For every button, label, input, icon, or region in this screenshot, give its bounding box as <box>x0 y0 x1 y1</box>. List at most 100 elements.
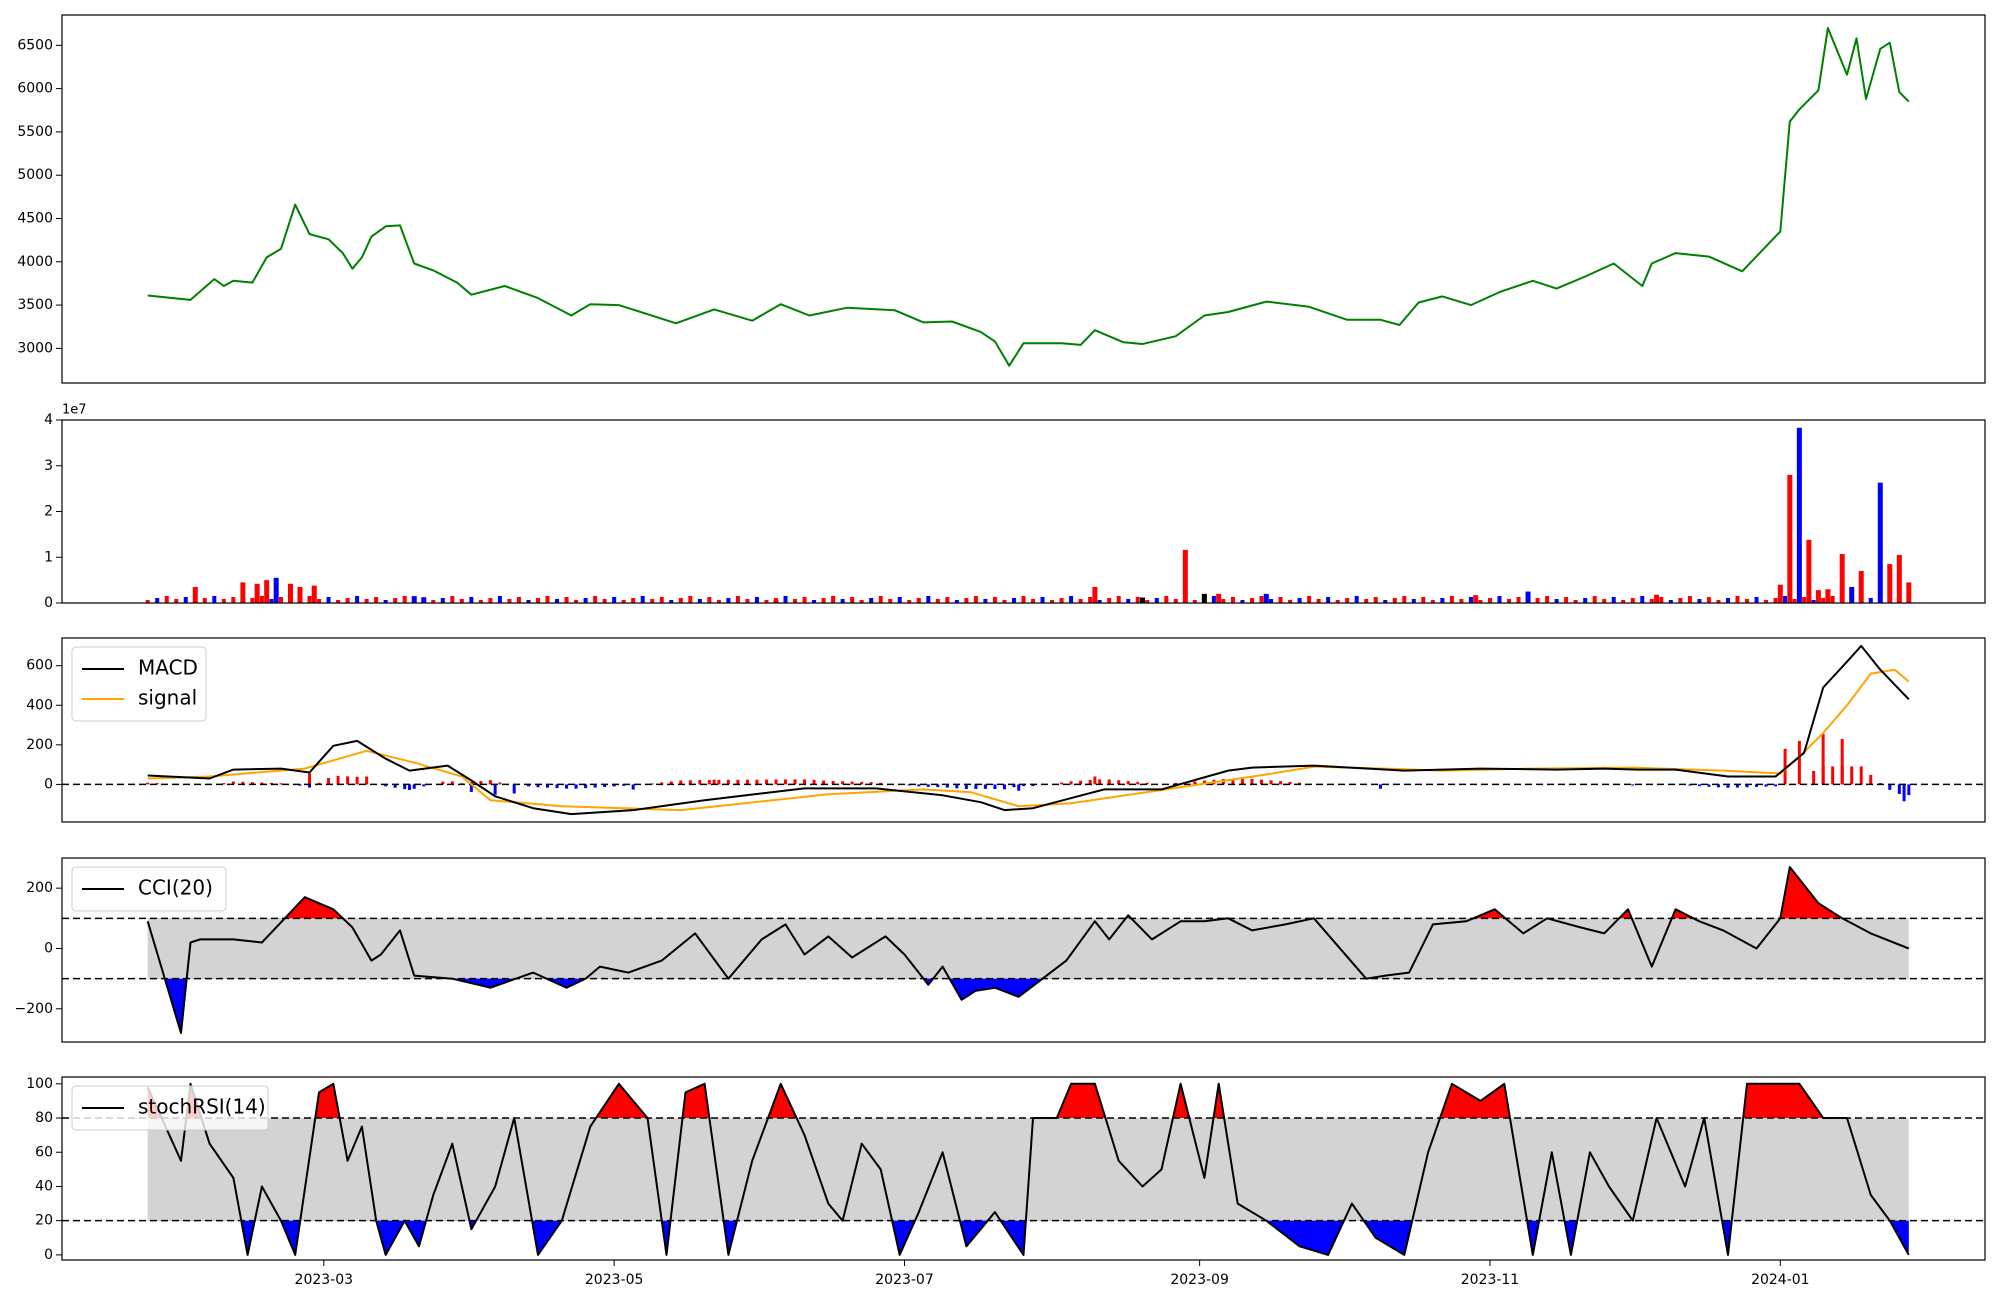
macd-histogram-bar <box>712 779 716 785</box>
macd-histogram-bar <box>526 784 530 787</box>
volume-small-bar <box>802 597 807 603</box>
macd-y-tick-label: 400 <box>26 697 53 713</box>
volume-y-tick-label: 3 <box>44 458 53 474</box>
macd-histogram-bar <box>1755 784 1759 787</box>
volume-small-bar <box>1278 597 1283 603</box>
macd-histogram-bar <box>488 780 492 785</box>
volume-small-bar <box>926 596 931 603</box>
macd-histogram-bar <box>717 779 721 785</box>
volume-small-bar <box>1554 599 1559 603</box>
volume-frame <box>61 419 1986 604</box>
volume-small-bar <box>1516 597 1521 603</box>
volume-small-bar <box>1259 596 1264 603</box>
volume-small-bar <box>1440 598 1445 603</box>
volume-small-bar <box>212 596 217 603</box>
volume-small-bar <box>1116 596 1121 603</box>
volume-small-bar <box>1364 599 1369 603</box>
volume-small-bar <box>793 599 798 603</box>
macd-histogram-bar <box>669 781 673 785</box>
x-tick-label: 2023-09 <box>1170 1272 1229 1288</box>
volume-bar <box>1787 474 1793 603</box>
volume-small-bar <box>1649 599 1654 603</box>
macd-histogram-bar <box>660 782 664 785</box>
volume-bar <box>311 585 317 603</box>
volume-small-bar <box>1716 600 1721 603</box>
macd-histogram-bar <box>1631 784 1635 786</box>
macd-histogram-bar <box>1298 782 1302 785</box>
volume-small-bar <box>393 598 398 603</box>
macd-histogram-bar <box>327 778 331 785</box>
macd-histogram-bar <box>964 784 968 789</box>
volume-small-bar <box>526 600 531 603</box>
macd-histogram-bar <box>384 784 388 787</box>
volume-small-bar <box>1592 596 1597 603</box>
macd-histogram-bar <box>1888 784 1892 790</box>
macd-histogram-bar <box>812 779 816 785</box>
volume-small-bar <box>1745 599 1750 603</box>
macd-histogram-bar <box>241 781 245 785</box>
stochrsi-y-tick-label: 80 <box>35 1110 53 1126</box>
volume-small-bar <box>326 597 331 603</box>
volume-small-bar <box>602 599 607 603</box>
volume-bar <box>287 583 293 603</box>
macd-histogram-bar <box>407 784 411 790</box>
volume-small-bar <box>1725 598 1730 603</box>
macd-histogram-bar <box>879 782 883 785</box>
volume-small-bar <box>964 598 969 603</box>
macd-histogram-bar <box>755 779 759 785</box>
volume-bar <box>1806 539 1812 603</box>
macd-histogram-bar <box>403 784 407 790</box>
volume-small-bar <box>1468 597 1473 603</box>
volume-small-bar <box>1668 600 1673 603</box>
volume-small-bar <box>954 600 959 603</box>
macd-histogram-bar <box>1202 780 1206 785</box>
macd-histogram-bar <box>1378 784 1382 789</box>
volume-small-bar <box>716 600 721 603</box>
stochrsi-below-fill <box>147 1220 1909 1255</box>
volume-small-bar <box>497 596 502 603</box>
volume-small-bar <box>650 599 655 603</box>
volume-small-bar <box>1678 598 1683 603</box>
volume-small-bar <box>583 598 588 603</box>
volume-bar <box>1815 590 1821 603</box>
volume-small-bar <box>1078 599 1083 603</box>
macd-histogram-bar <box>479 781 483 785</box>
stochrsi-legend-label: stochRSI(14) <box>138 1095 266 1119</box>
macd-histogram-bar <box>1288 781 1292 785</box>
volume-small-bar <box>983 599 988 603</box>
price-y-tick-label: 3000 <box>17 340 53 356</box>
volume-bar <box>1654 594 1660 603</box>
volume-small-bar <box>1868 598 1873 603</box>
volume-small-bar <box>1069 596 1074 603</box>
volume-small-bar <box>1430 600 1435 603</box>
volume-small-bar <box>269 599 274 603</box>
volume-bar <box>1849 586 1855 603</box>
volume-small-bar <box>1507 599 1512 603</box>
macd-histogram-bar <box>841 781 845 785</box>
macd-histogram-bar <box>1145 782 1149 785</box>
volume-small-bar <box>469 597 474 603</box>
macd-histogram-bar <box>1869 774 1873 785</box>
macd-histogram-bar <box>1093 776 1097 785</box>
macd-histogram-bar <box>850 781 854 785</box>
volume-small-bar <box>812 600 817 603</box>
macd-histogram-bar <box>269 782 273 785</box>
macd-histogram-bar <box>1774 784 1778 787</box>
macd-histogram-bar <box>1697 784 1701 787</box>
macd-histogram-bar <box>622 784 626 786</box>
volume-small-bar <box>1145 600 1150 603</box>
volume-bar <box>1896 554 1902 603</box>
macd-histogram-bar <box>793 779 797 785</box>
macd-histogram-bar <box>1259 779 1263 785</box>
volume-small-bar <box>440 598 445 603</box>
macd-histogram-bar <box>469 784 473 792</box>
macd-y-tick-label: 600 <box>26 658 53 674</box>
volume-small-bar <box>1421 597 1426 603</box>
volume-small-bar <box>431 600 436 603</box>
volume-bar <box>1825 589 1831 603</box>
volume-small-bar <box>869 598 874 603</box>
volume-small-bar <box>383 600 388 603</box>
macd-histogram-bar <box>1240 778 1244 785</box>
macd-histogram-bar <box>336 775 340 785</box>
volume-small-bar <box>1497 596 1502 603</box>
